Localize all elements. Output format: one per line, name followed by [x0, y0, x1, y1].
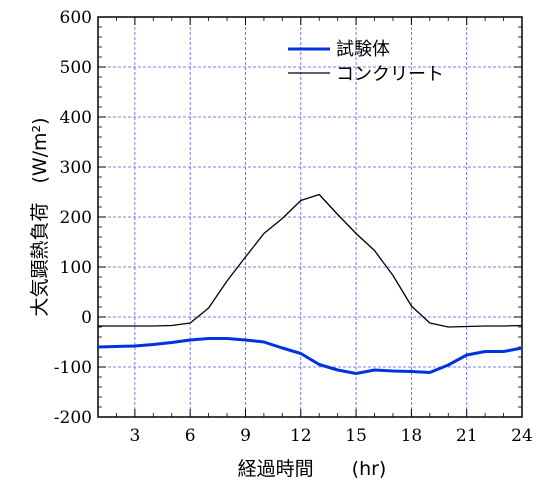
legend: 試験体 コンクリート [288, 39, 444, 85]
series-line-concrete [98, 193, 523, 328]
x-tick-label: 9 [240, 426, 251, 446]
series-lines [97, 193, 523, 375]
x-tick-labels: 3 6 9 12 15 18 21 24 [129, 426, 532, 446]
x-tick-label: 3 [129, 426, 140, 446]
y-tick-labels: -200 -100 0 100 200 300 400 500 600 [54, 8, 92, 428]
legend-label-concrete: コンクリート [336, 64, 444, 85]
y-tick-label: -200 [54, 408, 92, 428]
y-tick-label: 200 [60, 208, 92, 228]
grid-lines [98, 17, 522, 417]
x-tick-label: 24 [511, 426, 533, 446]
y-tick-label: 100 [60, 258, 92, 278]
axis-ticks [97, 16, 523, 418]
y-tick-label: 300 [60, 158, 92, 178]
y-tick-label: 500 [60, 58, 92, 78]
series-line-specimen [97, 337, 523, 375]
x-tick-label: 15 [345, 426, 367, 446]
x-tick-label: 21 [456, 426, 478, 446]
y-tick-label: -100 [54, 358, 92, 378]
x-tick-label: 12 [290, 426, 312, 446]
x-tick-label: 18 [401, 426, 423, 446]
y-tick-label: 0 [81, 308, 92, 328]
legend-label-specimen: 試験体 [336, 39, 390, 60]
y-tick-label: 600 [60, 8, 92, 28]
x-tick-label: 6 [185, 426, 196, 446]
x-axis-title: 経過時間 (hr) [238, 458, 387, 480]
y-tick-label: 400 [60, 108, 92, 128]
y-axis-title: 大気顕熱負荷 (W/m²) [29, 117, 51, 316]
